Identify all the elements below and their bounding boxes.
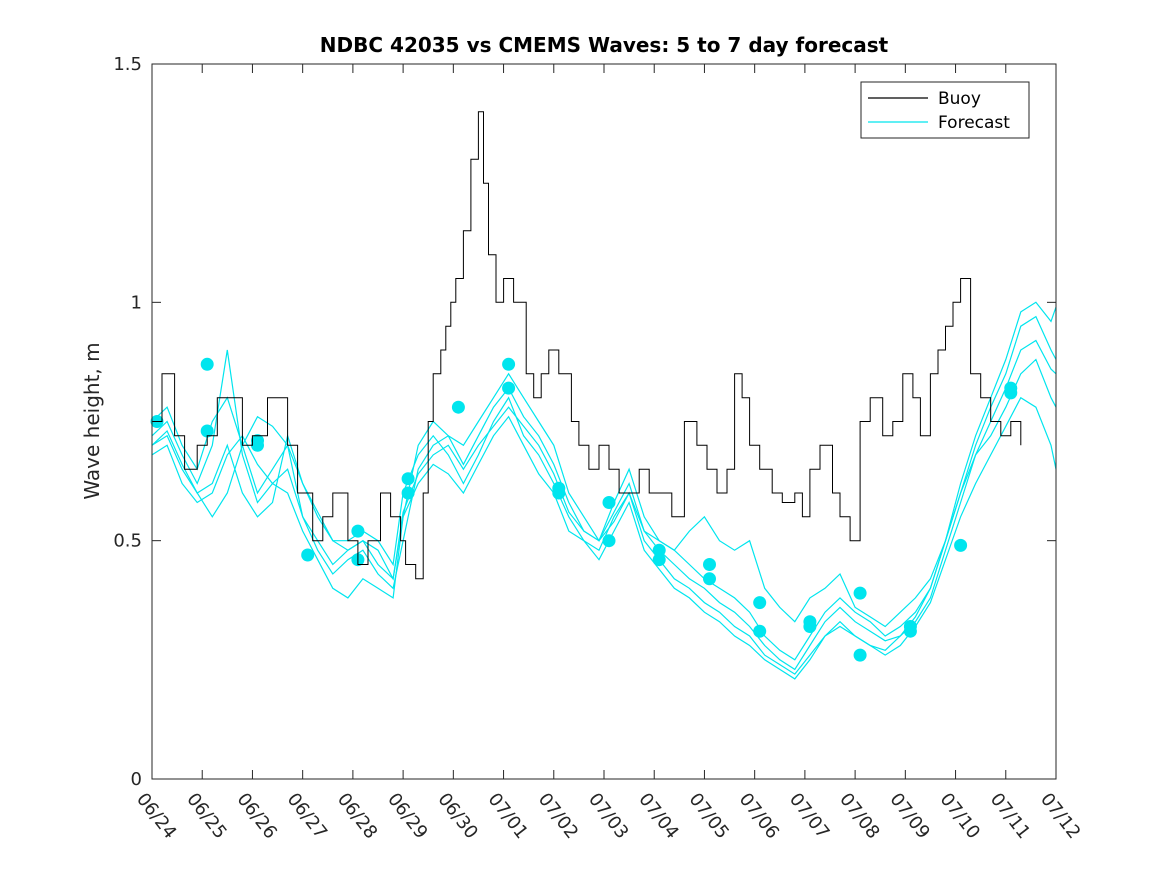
forecast-marker: [602, 534, 616, 548]
forecast-marker: [351, 524, 365, 538]
forecast-marker: [200, 424, 214, 438]
forecast-marker: [401, 486, 415, 500]
legend-label-buoy: Buoy: [938, 89, 981, 109]
y-tick-label: 0: [131, 769, 142, 790]
y-tick-label: 1.5: [113, 54, 142, 75]
forecast-marker: [251, 438, 264, 452]
forecast-marker: [903, 624, 917, 638]
forecast-marker: [753, 624, 767, 638]
forecast-marker: [652, 543, 666, 557]
y-tick-label: 1: [131, 292, 142, 313]
forecast-marker: [1004, 386, 1018, 400]
legend-box: [860, 81, 1030, 139]
chart-title: NDBC 42035 vs CMEMS Waves: 5 to 7 day fo…: [320, 33, 889, 57]
forecast-marker: [502, 357, 516, 371]
forecast-marker: [451, 400, 465, 414]
y-axis-label: Wave height, m: [80, 342, 104, 499]
y-axis: 0 0.5 1 1.5: [113, 54, 1056, 790]
forecast-marker: [703, 558, 716, 571]
forecast-marker: [703, 572, 716, 586]
forecast-marker: [652, 553, 666, 567]
forecast-line-5: [151, 301, 1057, 628]
legend: Buoy Forecast: [860, 81, 1030, 139]
forecast-marker: [552, 486, 566, 500]
forecast-marker: [753, 596, 767, 610]
forecast-marker: [602, 496, 616, 509]
forecast-marker: [954, 538, 968, 552]
legend-label-forecast: Forecast: [938, 113, 1010, 133]
buoy-line: [152, 111, 1022, 580]
forecast-marker: [803, 620, 817, 633]
forecast-marker: [853, 586, 867, 600]
forecast-marker: [301, 548, 315, 562]
y-tick-label: 0.5: [113, 531, 142, 552]
forecast-marker: [200, 357, 214, 371]
forecast-marker: [853, 648, 867, 662]
buoy-series-group: [152, 111, 1022, 580]
forecast-marker: [401, 472, 415, 486]
forecast-line-1: [151, 315, 1057, 661]
forecast-markers-group: [150, 357, 1018, 662]
forecast-marker: [502, 381, 516, 395]
